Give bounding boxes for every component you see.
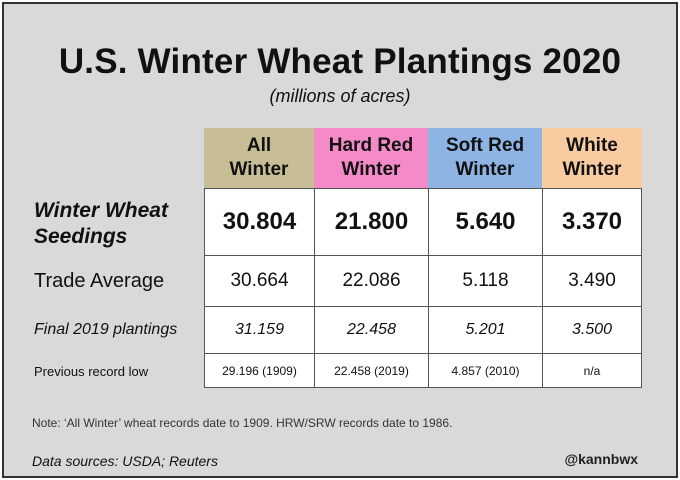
column-header-white-winter: White Winter [542,128,642,188]
table-cell: 5.640 [455,208,516,235]
column-header-line1: All [246,135,272,156]
data-table: 30.804 21.800 5.640 3.370 30.664 22.086 … [204,188,642,388]
table-cell: 29.196 (1909) [222,363,297,378]
table-cell: 3.500 [571,321,613,338]
page-title: U.S. Winter Wheat Plantings 2020 [58,42,622,81]
table-cell: 30.664 [230,270,289,291]
table-cell: 3.490 [568,270,616,291]
table-cell: 5.201 [465,321,506,338]
table-cell: 30.804 [222,208,297,235]
row-label-winter-wheat-seedings: Winter Wheat Seedings [34,194,168,254]
row-label-previous-record-low: Previous record low [34,363,149,379]
page-subtitle: (millions of acres) [269,86,411,106]
column-header-line1: Hard Red [328,135,414,156]
table-cell: 21.800 [334,208,409,235]
column-header-all-winter: All Winter [204,128,314,188]
row-label-final-2019-plantings: Final 2019 plantings [34,321,178,338]
table-cell: n/a [583,363,601,378]
footnote: Note: ‘All Winter’ wheat records date to… [32,416,453,430]
column-header-line2: Winter [229,159,289,180]
table-cell: 22.086 [342,270,401,291]
column-header-line2: Winter [455,159,515,180]
table-cell: 31.159 [235,321,284,338]
table-cell: 4.857 (2010) [451,363,520,378]
table-cell: 3.370 [561,208,623,235]
column-header-soft-red-winter: Soft Red Winter [428,128,542,188]
source-credit: Data sources: USDA; Reuters [32,453,218,469]
table-cell: 5.118 [462,270,509,291]
author-handle: @kannbwx [564,451,638,467]
table-cell: 22.458 (2019) [334,363,409,378]
row-label-line2: Seedings [34,225,128,248]
column-header-line1: White [566,135,618,156]
row-label-line1: Winter Wheat [34,199,168,222]
column-header-hard-red-winter: Hard Red Winter [314,128,428,188]
column-header-line1: Soft Red [445,135,525,156]
column-header-line2: Winter [341,159,401,180]
row-label-trade-average: Trade Average [34,269,165,292]
table-cell: 22.458 [347,321,396,338]
column-header-line2: Winter [562,159,622,180]
